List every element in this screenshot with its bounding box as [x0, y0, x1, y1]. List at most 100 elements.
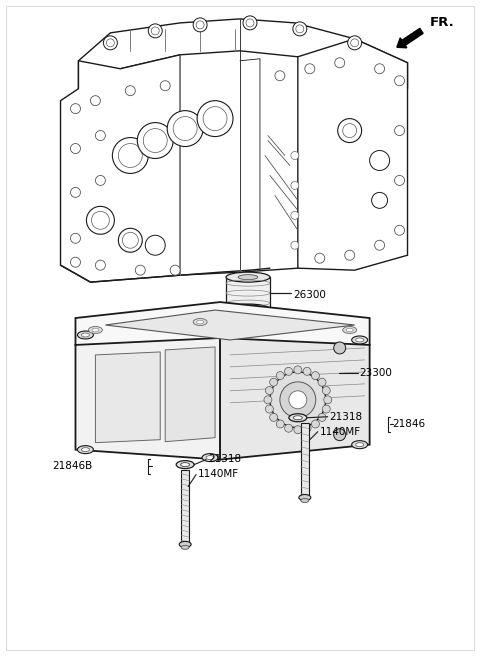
Circle shape — [170, 265, 180, 275]
Circle shape — [291, 182, 299, 190]
Polygon shape — [220, 338, 370, 460]
Circle shape — [312, 420, 319, 428]
Circle shape — [289, 391, 307, 409]
Circle shape — [294, 366, 302, 374]
Circle shape — [303, 367, 311, 375]
Ellipse shape — [238, 275, 258, 279]
Ellipse shape — [343, 327, 357, 333]
Circle shape — [303, 424, 311, 432]
Circle shape — [96, 260, 106, 270]
Circle shape — [334, 429, 346, 441]
Circle shape — [71, 144, 81, 154]
Ellipse shape — [197, 320, 204, 324]
Ellipse shape — [179, 541, 191, 547]
Circle shape — [324, 396, 332, 404]
Circle shape — [395, 225, 405, 236]
Polygon shape — [75, 302, 370, 345]
Circle shape — [122, 232, 138, 248]
Polygon shape — [75, 338, 220, 460]
Circle shape — [280, 382, 316, 418]
Circle shape — [315, 253, 325, 263]
Circle shape — [275, 71, 285, 81]
Circle shape — [372, 192, 387, 209]
Circle shape — [203, 107, 227, 131]
Ellipse shape — [356, 443, 364, 447]
Circle shape — [343, 123, 357, 138]
Circle shape — [374, 240, 384, 250]
Circle shape — [348, 36, 361, 50]
Text: 1140MF: 1140MF — [198, 468, 239, 479]
Circle shape — [345, 250, 355, 260]
Circle shape — [103, 36, 117, 50]
Circle shape — [338, 119, 361, 142]
Text: 21318: 21318 — [208, 453, 241, 464]
Circle shape — [312, 371, 319, 380]
Circle shape — [291, 211, 299, 219]
Polygon shape — [165, 347, 215, 441]
Circle shape — [270, 413, 277, 421]
Ellipse shape — [352, 336, 368, 344]
Ellipse shape — [352, 441, 368, 449]
Circle shape — [71, 104, 81, 113]
Circle shape — [86, 207, 114, 234]
Circle shape — [71, 188, 81, 197]
Circle shape — [265, 386, 274, 394]
Circle shape — [96, 175, 106, 186]
Polygon shape — [298, 39, 408, 270]
Circle shape — [173, 117, 197, 140]
Ellipse shape — [193, 319, 207, 325]
Circle shape — [71, 234, 81, 243]
Ellipse shape — [289, 414, 307, 422]
Polygon shape — [301, 422, 309, 497]
Circle shape — [270, 379, 277, 386]
Circle shape — [291, 241, 299, 249]
Text: 21846: 21846 — [393, 419, 426, 429]
Circle shape — [374, 64, 384, 73]
Circle shape — [246, 19, 254, 27]
Circle shape — [285, 367, 293, 375]
Circle shape — [151, 27, 159, 35]
Circle shape — [196, 21, 204, 29]
Text: 21318: 21318 — [330, 412, 363, 422]
Circle shape — [91, 211, 109, 230]
Circle shape — [351, 39, 359, 47]
Circle shape — [291, 152, 299, 159]
Ellipse shape — [92, 328, 99, 332]
Ellipse shape — [356, 338, 364, 342]
Circle shape — [71, 257, 81, 267]
Circle shape — [243, 16, 257, 30]
Circle shape — [395, 125, 405, 136]
Circle shape — [395, 75, 405, 86]
Ellipse shape — [82, 447, 89, 451]
Polygon shape — [60, 55, 180, 282]
Text: 21846B: 21846B — [52, 461, 93, 470]
Circle shape — [276, 371, 284, 380]
Circle shape — [144, 129, 167, 152]
Polygon shape — [226, 277, 270, 309]
Polygon shape — [78, 19, 408, 89]
Circle shape — [270, 372, 326, 428]
Ellipse shape — [226, 272, 270, 282]
Circle shape — [107, 39, 114, 47]
Ellipse shape — [293, 416, 302, 420]
Circle shape — [119, 228, 142, 252]
Ellipse shape — [77, 331, 94, 339]
Ellipse shape — [346, 328, 353, 332]
Ellipse shape — [176, 461, 194, 468]
Ellipse shape — [82, 333, 89, 337]
Circle shape — [148, 24, 162, 38]
Ellipse shape — [180, 462, 190, 466]
Text: 1140MF: 1140MF — [320, 426, 361, 437]
Ellipse shape — [206, 456, 214, 460]
Circle shape — [322, 386, 330, 394]
Ellipse shape — [226, 304, 270, 314]
Circle shape — [294, 426, 302, 434]
Circle shape — [296, 25, 304, 33]
Circle shape — [285, 424, 293, 432]
Circle shape — [322, 405, 330, 413]
Circle shape — [334, 342, 346, 354]
Polygon shape — [181, 470, 189, 544]
Circle shape — [197, 100, 233, 136]
Circle shape — [318, 379, 326, 386]
Circle shape — [160, 81, 170, 91]
